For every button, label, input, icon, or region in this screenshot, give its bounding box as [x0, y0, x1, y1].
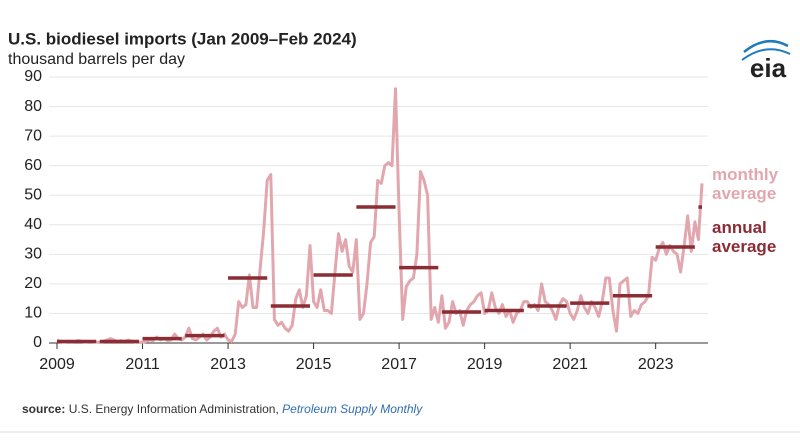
y-tick-label: 90 — [24, 68, 42, 85]
source-label: source: — [22, 402, 66, 416]
y-tick-label: 80 — [24, 98, 42, 115]
source-link: Petroleum Supply Monthly — [282, 402, 423, 416]
x-tick-label: 2009 — [39, 356, 75, 373]
y-tick-label: 20 — [24, 275, 42, 292]
x-tick-label: 2011 — [125, 356, 160, 373]
legend-annual: annual average — [712, 218, 777, 256]
logo-arc — [741, 48, 791, 61]
x-tick-label: 2015 — [296, 356, 332, 373]
y-tick-label: 70 — [24, 127, 42, 144]
y-tick-label: 50 — [24, 186, 42, 203]
x-tick-label: 2023 — [638, 356, 674, 373]
y-tick-label: 30 — [24, 246, 42, 263]
y-tick-label: 60 — [24, 157, 42, 174]
x-tick-label: 2021 — [552, 356, 588, 373]
logo-arc — [743, 39, 789, 53]
x-tick-label: 2013 — [210, 356, 246, 373]
x-tick-label: 2017 — [381, 356, 417, 373]
source-text: U.S. Energy Information Administration, — [68, 402, 279, 416]
logo: eia — [750, 53, 787, 83]
y-tick-label: 40 — [24, 216, 42, 233]
source: source: U.S. Energy Information Administ… — [22, 402, 422, 416]
chart-title: U.S. biodiesel imports (Jan 2009–Feb 202… — [8, 29, 357, 48]
x-tick-label: 2019 — [467, 356, 503, 373]
y-tick-label: 10 — [24, 305, 42, 322]
chart-subtitle: thousand barrels per day — [8, 51, 185, 68]
legend-monthly: monthly average — [712, 165, 779, 203]
y-tick-label: 0 — [33, 334, 42, 351]
